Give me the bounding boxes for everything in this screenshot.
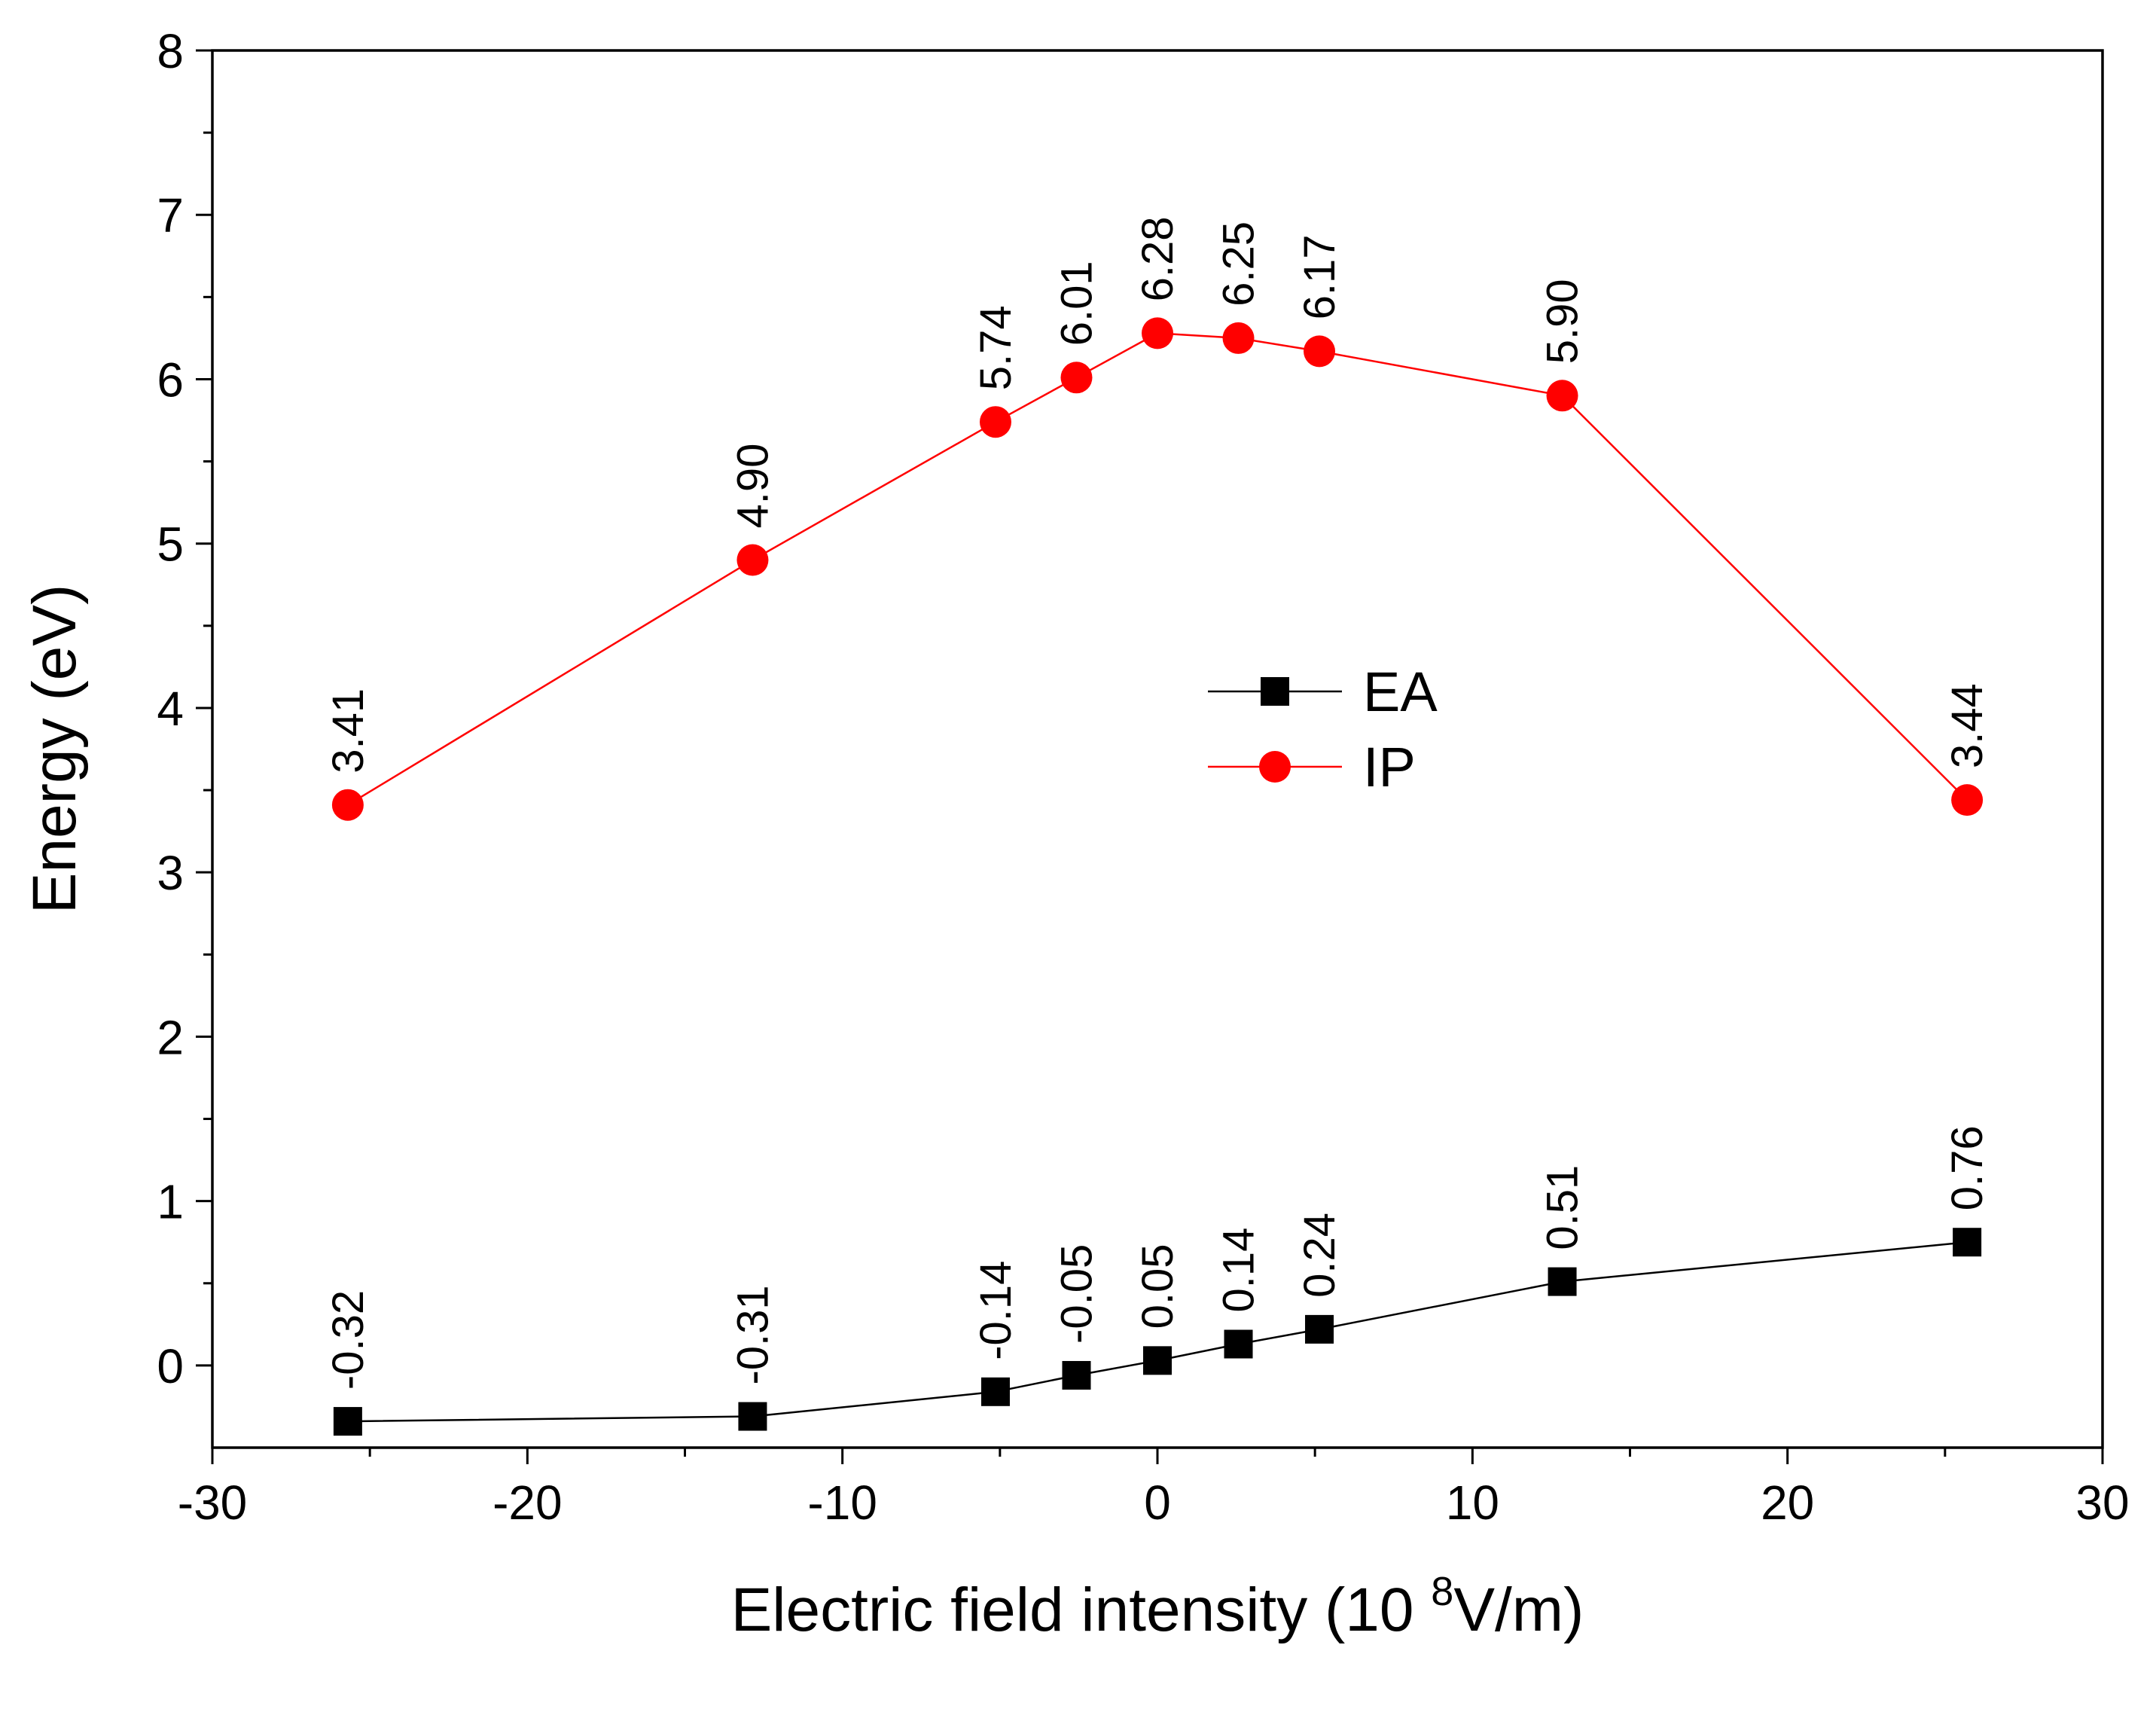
data-point-ea <box>1953 1228 1982 1257</box>
data-label-ip: 5.90 <box>1538 279 1587 364</box>
data-point-ip <box>1142 317 1173 349</box>
y-tick-label: 4 <box>157 682 184 736</box>
legend-marker-ip <box>1259 751 1291 783</box>
y-tick-label: 6 <box>157 352 184 407</box>
data-label-ea: 0.51 <box>1538 1165 1587 1250</box>
legend-label-ea: EA <box>1363 661 1438 723</box>
y-tick-label: 5 <box>157 517 184 572</box>
data-label-ip: 6.28 <box>1133 216 1182 301</box>
data-point-ip <box>979 406 1011 438</box>
y-tick-label: 7 <box>157 188 184 243</box>
data-label-ea: -0.32 <box>324 1290 373 1390</box>
data-point-ea <box>1548 1267 1577 1296</box>
y-axis-title: Energy (eV) <box>20 584 89 914</box>
data-point-ip <box>1304 335 1336 368</box>
y-tick-label: 2 <box>157 1010 184 1064</box>
data-point-ea <box>1143 1346 1172 1375</box>
data-point-ea <box>738 1402 767 1431</box>
data-label-ea: 0.14 <box>1215 1228 1264 1313</box>
data-point-ea <box>1224 1329 1253 1359</box>
data-point-ip <box>1951 784 1984 816</box>
x-axis-title: Electric field intensity (10 8V/m) <box>731 1569 1584 1644</box>
data-label-ea: 0.05 <box>1133 1244 1182 1329</box>
x-axis-title-exponent: 8 <box>1431 1569 1453 1614</box>
data-label-ea: -0.14 <box>971 1261 1020 1360</box>
y-tick-label: 3 <box>157 846 184 900</box>
data-label-ea: 0.76 <box>1943 1125 1992 1210</box>
legend: EA IP <box>1208 661 1438 798</box>
x-tick-label: 20 <box>1761 1476 1814 1530</box>
data-label-ip: 6.25 <box>1215 221 1264 307</box>
x-axis-title-unit: V/m) <box>1453 1576 1584 1644</box>
series-line-ip <box>347 332 1968 806</box>
x-tick-label: 30 <box>2075 1476 2129 1530</box>
data-point-ea <box>980 1377 1010 1406</box>
data-point-ip <box>736 544 769 576</box>
data-point-ip <box>1222 322 1255 354</box>
data-label-ea: -0.05 <box>1052 1244 1101 1344</box>
data-label-ip: 6.17 <box>1295 234 1344 319</box>
x-tick-label: -20 <box>492 1476 563 1530</box>
plot-area: -0.32 -0.31 -0.14 -0.05 0.05 0.14 0.24 0.51 0.76… <box>324 216 1992 1436</box>
data-label-ip: 6.01 <box>1052 261 1101 346</box>
legend-marker-ea <box>1261 677 1289 706</box>
data-point-ip <box>331 789 364 821</box>
data-label-ea: 0.24 <box>1295 1213 1344 1298</box>
y-tick-label: 8 <box>157 24 184 78</box>
x-tick-label: -10 <box>807 1476 877 1530</box>
data-point-ip <box>1546 380 1578 412</box>
x-axis-title-main: Electric field intensity (10 <box>731 1576 1432 1644</box>
y-tick-label: 1 <box>157 1175 184 1229</box>
x-tick-label: -30 <box>178 1476 248 1530</box>
legend-label-ip: IP <box>1363 736 1416 798</box>
x-tick-label: 0 <box>1144 1476 1171 1530</box>
data-label-ip: 4.90 <box>728 444 777 529</box>
data-point-ea <box>1305 1314 1334 1344</box>
data-label-ip: 5.74 <box>971 305 1020 390</box>
y-tick-label: 0 <box>157 1339 184 1393</box>
data-label-ip: 3.44 <box>1943 683 1992 768</box>
data-label-ea: -0.31 <box>728 1285 777 1384</box>
data-point-ea <box>333 1407 362 1436</box>
data-point-ip <box>1060 362 1093 394</box>
data-label-ip: 3.41 <box>324 688 373 774</box>
x-tick-label: 10 <box>1446 1476 1499 1530</box>
data-point-ea <box>1062 1360 1091 1390</box>
